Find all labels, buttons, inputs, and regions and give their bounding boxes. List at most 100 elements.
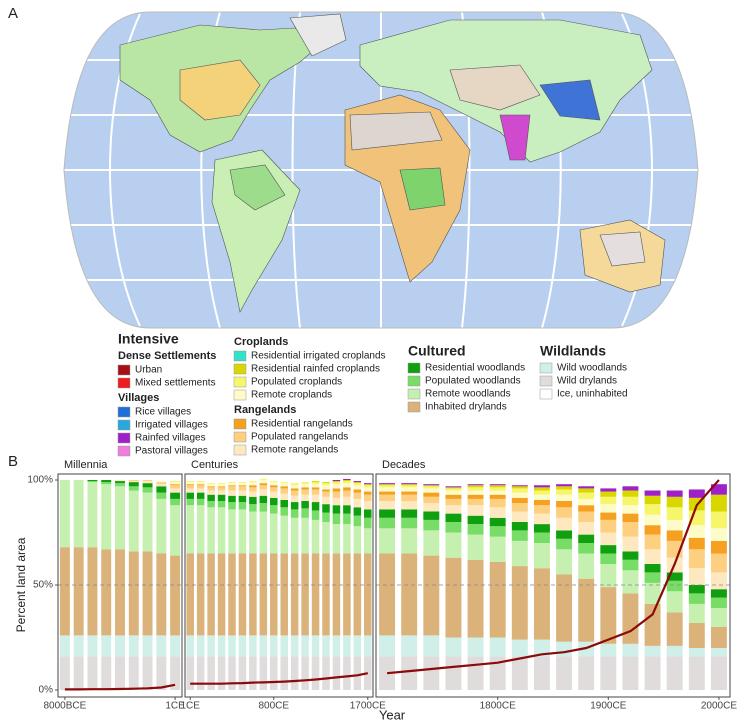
legend-swatch (117, 445, 131, 457)
bar-segment (311, 656, 320, 690)
legend-swatch (117, 432, 131, 444)
bar-segment (73, 480, 84, 548)
bar-segment (59, 480, 70, 548)
bar-segment (600, 488, 617, 492)
bar-segment (688, 537, 705, 550)
bar-segment (666, 656, 683, 690)
panel-frame (375, 473, 731, 698)
bar-segment (311, 635, 320, 657)
panel-title: Decades (382, 459, 426, 471)
bar-segment (467, 490, 484, 495)
bar-segment (353, 553, 362, 636)
bar-segment (533, 499, 550, 506)
bar-segment (186, 484, 194, 486)
bar-segment (364, 487, 372, 492)
bar-segment (290, 485, 299, 489)
bar-segment (311, 502, 320, 511)
bar-segment (343, 553, 351, 636)
bar-segment (600, 564, 617, 588)
bar-segment (467, 524, 484, 535)
legend-swatch (407, 401, 421, 413)
bar-segment (622, 559, 639, 571)
bar-segment (270, 482, 278, 486)
bar-segment (622, 490, 639, 497)
bar-segment (259, 511, 268, 554)
bar-segment (666, 572, 683, 581)
bar-segment (142, 481, 153, 484)
bar-segment (196, 485, 205, 489)
bar-segment (115, 549, 125, 636)
legend-swatch (539, 388, 553, 400)
bar-segment (228, 635, 236, 657)
bar-segment (644, 645, 661, 657)
bar-segment (217, 486, 226, 488)
bar-segment (364, 517, 372, 529)
bar-segment (445, 494, 462, 499)
map (63, 11, 699, 329)
bar-segment (270, 505, 278, 514)
bar-segment (644, 564, 661, 573)
bar-segment (556, 656, 573, 690)
bar-segment (332, 635, 341, 657)
bar-segment (280, 635, 288, 657)
bar-segment (710, 511, 727, 529)
bar-segment (259, 485, 268, 490)
bar-segment (115, 486, 125, 550)
bar-segment (445, 488, 462, 491)
bar-segment (622, 486, 639, 491)
bar-segment (622, 593, 639, 644)
bar-segment (467, 498, 484, 506)
bar-segment (364, 635, 372, 657)
bar-segment (207, 483, 215, 485)
bar-segment (186, 492, 194, 499)
bar-segment (249, 635, 257, 657)
bar-segment (207, 487, 215, 491)
bar-segment (280, 515, 288, 554)
bar-segment (644, 495, 661, 505)
legend-swatch (407, 375, 421, 387)
legend-label: Populated croplands (251, 377, 342, 388)
x-tick-label: 1900CE (590, 701, 626, 712)
bar-segment (249, 487, 257, 492)
legend-swatch (117, 364, 131, 376)
bar-segment (270, 635, 278, 657)
bar-segment (322, 482, 330, 484)
legend-swatch (407, 362, 421, 374)
bar-segment (467, 505, 484, 516)
bar-segment (259, 478, 268, 480)
bar-segment (445, 656, 462, 690)
bar-segment (228, 656, 236, 690)
panel-label: B (8, 453, 18, 470)
legend-label: Populated rangelands (251, 432, 348, 443)
bar-segment (280, 483, 288, 487)
bar-segment (445, 498, 462, 506)
legend-swatch (407, 388, 421, 400)
bar-segment (186, 635, 194, 657)
bar-segment (578, 492, 595, 499)
bar-segment (423, 486, 440, 489)
bar-segment (156, 492, 167, 499)
bar-segment (270, 491, 278, 498)
bar-segment (73, 547, 84, 636)
bar-segment (445, 557, 462, 638)
bar-segment (207, 484, 215, 487)
bar-segment (170, 635, 181, 657)
bar-segment (445, 513, 462, 522)
legend-label: Irrigated villages (135, 420, 208, 431)
bar-segment (217, 484, 226, 487)
bar-segment (290, 635, 299, 657)
y-axis-label: Percent land area (14, 537, 28, 632)
bar-segment (156, 656, 167, 690)
legend-label: Inhabited drylands (425, 402, 507, 413)
bar-segment (364, 553, 372, 636)
bar-segment (196, 482, 205, 485)
bar-segment (600, 643, 617, 657)
bar-segment (238, 486, 247, 491)
bar-segment (311, 553, 320, 636)
bar-segment (533, 639, 550, 657)
bar-segment (353, 482, 362, 484)
bar-segment (688, 648, 705, 657)
bar-segment (196, 484, 205, 486)
bar-segment (666, 580, 683, 592)
legend-title: Wildlands (540, 343, 606, 359)
